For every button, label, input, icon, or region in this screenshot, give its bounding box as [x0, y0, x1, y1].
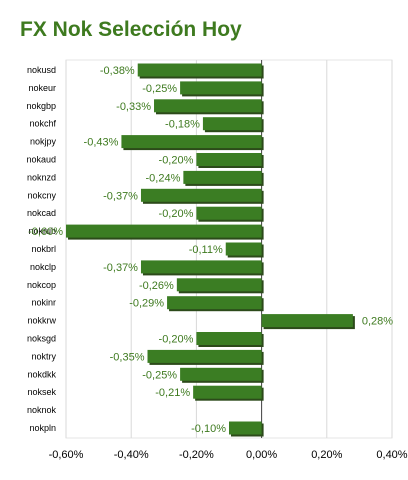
chart-title: FX Nok Selección Hoy: [20, 18, 242, 41]
x-tick-label: 0,40%: [376, 449, 407, 461]
category-label: nokkrw: [27, 316, 56, 326]
bar: [180, 367, 262, 381]
value-label: -0,18%: [165, 119, 200, 131]
category-label: noksek: [27, 387, 56, 397]
x-tick-label: 0,20%: [311, 449, 342, 461]
bar: [147, 349, 262, 363]
value-label: -0,25%: [142, 369, 177, 381]
x-tick-label: -0,60%: [49, 449, 84, 461]
bar: [140, 260, 262, 274]
value-label: -0,20%: [159, 155, 194, 167]
value-label: -0,21%: [155, 387, 190, 399]
x-tick-label: -0,20%: [179, 449, 214, 461]
value-label: -0,38%: [100, 65, 135, 77]
bar: [183, 170, 262, 184]
bar: [66, 224, 262, 238]
category-label: nokbrl: [31, 244, 56, 254]
bar: [140, 188, 262, 202]
category-label: nokdkk: [27, 369, 56, 379]
bar: [167, 296, 262, 310]
category-label: nokrub: [28, 226, 56, 236]
x-tick-label: -0,40%: [114, 449, 149, 461]
category-label: nokaud: [26, 155, 56, 165]
bar: [229, 421, 262, 435]
category-label: nokchf: [29, 119, 56, 129]
value-label: -0,20%: [159, 334, 194, 346]
category-label: nokcop: [27, 280, 56, 290]
bar: [202, 117, 262, 131]
value-label: -0,24%: [146, 172, 181, 184]
value-label: -0,43%: [84, 137, 119, 149]
category-label: nokgbp: [26, 101, 56, 111]
bar: [121, 135, 262, 149]
bar: [193, 385, 262, 399]
value-label: -0,33%: [116, 101, 151, 113]
category-label: nokclp: [30, 262, 56, 272]
bar: [225, 242, 262, 256]
value-label: -0,60%: [28, 226, 63, 238]
value-label: -0,29%: [129, 298, 164, 310]
value-label: -0,11%: [189, 244, 223, 256]
value-label: -0,10%: [191, 423, 226, 435]
category-label: nokpln: [29, 423, 56, 433]
category-label: nokjpy: [30, 137, 57, 147]
bar: [180, 81, 262, 95]
category-label: nokcny: [27, 190, 56, 200]
category-label: nokcad: [27, 208, 56, 218]
category-label: nokusd: [27, 65, 56, 75]
value-label: -0,20%: [159, 208, 194, 220]
x-tick-label: 0,00%: [246, 449, 277, 461]
category-label: noksgd: [27, 334, 56, 344]
value-label: -0,37%: [103, 190, 138, 202]
value-label: -0,35%: [110, 351, 145, 363]
bar: [176, 278, 262, 292]
bar: [261, 314, 353, 328]
category-label: nokeur: [28, 83, 56, 93]
category-label: noknzd: [27, 172, 56, 182]
category-label: noknok: [27, 405, 57, 415]
value-label: -0,37%: [103, 262, 138, 274]
bar: [196, 206, 262, 220]
category-label: nokinr: [31, 298, 56, 308]
bar: [137, 63, 262, 77]
value-label: -0,26%: [139, 280, 174, 292]
value-label: 0,28%: [362, 316, 393, 328]
bar: [154, 99, 262, 113]
value-label: -0,25%: [142, 83, 177, 95]
category-label: noktry: [31, 351, 56, 361]
bar: [196, 153, 262, 166]
bar: [196, 332, 262, 345]
